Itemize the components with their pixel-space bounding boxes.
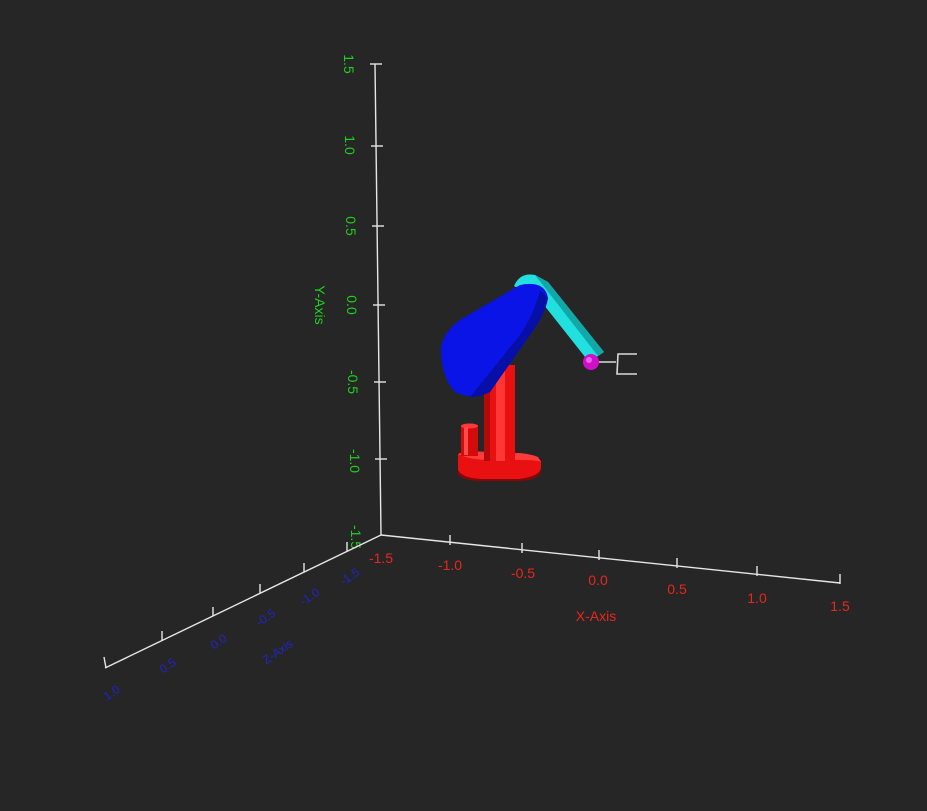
base-stub-top	[461, 423, 478, 429]
x-tick-label: 0.0	[588, 572, 608, 588]
y-axis-line	[374, 63, 382, 536]
y-tick-label: -1.5	[348, 525, 364, 549]
column-shade	[484, 365, 490, 461]
forearm-shade	[535, 275, 604, 356]
upper-arm-shade	[470, 290, 548, 398]
x-axis-label: X-Axis	[576, 608, 616, 624]
x-axis-line	[380, 534, 841, 584]
y-tick-label: -0.5	[345, 370, 361, 394]
z-tick-label: -1.5	[337, 565, 362, 589]
z-axis-label: Z-Axis	[260, 636, 296, 667]
x-axis: -1.5 -1.0 -0.5 0.0 0.5 1.0 1.5 X-Axis	[369, 534, 850, 624]
z-tick-label: -1.0	[297, 585, 322, 609]
z-tick-label: 0.0	[208, 631, 230, 652]
y-tick-label: 1.5	[341, 54, 357, 74]
z-tick-label: 0.5	[157, 655, 179, 676]
z-axis: -1.5 -1.0 -0.5 0.0 0.5 1.0 Z-Axis	[101, 534, 382, 703]
z-axis-line	[104, 534, 382, 669]
x-tick-label: -0.5	[511, 565, 535, 581]
base-stub-highlight	[464, 427, 468, 455]
x-tick-label: 0.5	[667, 581, 687, 597]
gripper-jaws	[616, 353, 637, 375]
base-stub-cylinder	[461, 426, 478, 456]
z-tick-label: 1.0	[101, 682, 123, 703]
y-tick-label: 0.0	[344, 295, 360, 315]
y-axis: 1.5 1.0 0.5 0.0 -0.5 -1.0 -1.5 Y-Axis	[312, 54, 387, 549]
robot-upper-arm	[440, 283, 548, 398]
column-highlight	[496, 365, 505, 461]
y-tick-label: -1.0	[347, 449, 363, 473]
robot-base	[458, 423, 541, 481]
robot-arm[interactable]	[440, 274, 637, 481]
z-axis-tick	[103, 656, 107, 669]
x-tick-label: 1.0	[747, 590, 767, 606]
wrist-joint-highlight	[586, 357, 592, 363]
robot-wrist	[583, 354, 599, 370]
x-tick-label: 1.5	[830, 598, 850, 614]
y-tick-label: 1.0	[342, 135, 358, 155]
robot-gripper	[599, 353, 637, 375]
y-axis-label: Y-Axis	[312, 285, 328, 324]
upper-arm-link	[440, 283, 548, 396]
z-tick-label: -0.5	[253, 606, 278, 630]
y-tick-label: 0.5	[343, 216, 359, 236]
x-tick-label: -1.5	[369, 550, 393, 566]
x-tick-label: -1.0	[438, 557, 462, 573]
